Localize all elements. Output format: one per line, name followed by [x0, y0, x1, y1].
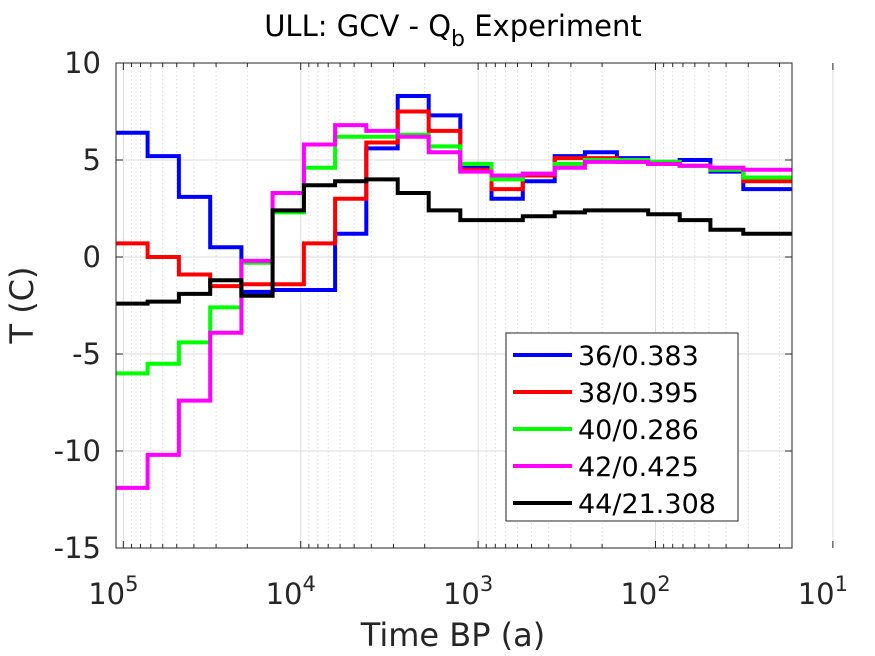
- tick-marks: [116, 62, 834, 549]
- chart-title-subscript: b: [451, 27, 465, 52]
- x-tick-label: 102: [620, 572, 670, 611]
- legend-label: 36/0.383: [578, 341, 699, 372]
- x-axis-label: Time BP (a): [360, 616, 545, 654]
- chart-title-suffix: Experiment: [465, 9, 642, 43]
- legend-label: 42/0.425: [578, 452, 699, 483]
- y-tick-label: -10: [54, 434, 101, 468]
- x-tick-label: 104: [266, 572, 316, 611]
- y-tick-label: 5: [83, 143, 101, 177]
- grid-lines: [116, 62, 834, 549]
- legend-label: 40/0.286: [578, 415, 699, 446]
- series-line: [116, 177, 792, 306]
- y-axis-label: T (C): [3, 266, 41, 344]
- y-tick-labels: 10 5 0 -5 -10 -15: [54, 46, 101, 565]
- y-tick-label: 10: [64, 46, 101, 80]
- y-tick-label: -5: [72, 337, 101, 371]
- x-tick-label: 103: [443, 572, 493, 611]
- legend-label: 44/21.308: [578, 489, 716, 520]
- series-lines: [116, 94, 792, 490]
- x-tick-label: 105: [88, 572, 138, 611]
- x-tick-label: 101: [798, 572, 848, 611]
- y-tick-label: 0: [83, 240, 101, 274]
- chart-title: ULL: GCV - Qb Experiment: [264, 9, 642, 52]
- plot-area: [115, 62, 834, 549]
- y-tick-label: -15: [54, 531, 101, 565]
- plot-frame: [115, 62, 793, 549]
- legend: 36/0.383 38/0.395 40/0.286 42/0.425 44/21.30…: [505, 332, 739, 522]
- chart-title-main: ULL: GCV - Q: [264, 9, 451, 43]
- series-line: [116, 123, 792, 490]
- x-tick-labels: 105 104 103 102 101: [88, 572, 848, 611]
- legend-label: 38/0.395: [578, 378, 699, 409]
